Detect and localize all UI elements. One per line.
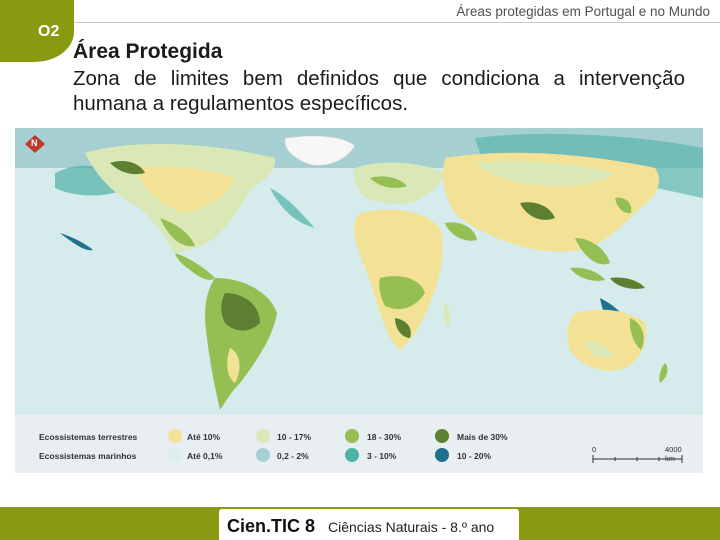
legend-swatch — [345, 429, 359, 443]
legend-item-label: 0,2 - 2% — [277, 451, 309, 461]
map-legend: Ecossistemas terrestres Ecossistemas mar… — [15, 415, 703, 473]
legend-row-label: Ecossistemas marinhos — [39, 451, 137, 461]
world-map-image — [15, 128, 703, 415]
presentation-title: Áreas protegidas em Portugal e no Mundo — [456, 4, 710, 19]
course-name: Ciências Naturais - 8.º ano — [328, 519, 495, 535]
legend-swatch — [435, 448, 449, 462]
legend-item-label: 3 - 10% — [367, 451, 397, 461]
north-arrow-icon: N — [25, 135, 45, 153]
legend-item-label: Até 10% — [187, 432, 221, 442]
legend-item-label: 10 - 17% — [277, 432, 312, 442]
definition-term: Área Protegida — [73, 40, 223, 63]
scale-start-label: 0 — [592, 445, 597, 454]
legend-swatch — [345, 448, 359, 462]
scale-bar-line — [592, 455, 683, 463]
footer-label-box: Cien.TIC 8 Ciências Naturais - 8.º ano — [219, 509, 519, 540]
section-number: O2 — [38, 23, 60, 40]
definition-text: Zona de limites bem definidos que condic… — [73, 67, 685, 115]
brand-name: Cien.TIC 8 — [227, 516, 316, 536]
legend-swatch — [168, 448, 182, 462]
legend-item-label: 18 - 30% — [367, 432, 402, 442]
north-label: N — [31, 138, 38, 148]
legend-item-label: Mais de 30% — [457, 432, 508, 442]
legend-row-label: Ecossistemas terrestres — [39, 432, 138, 442]
header-divider — [74, 22, 720, 23]
footer-bar: Cien.TIC 8 Ciências Naturais - 8.º ano — [0, 507, 720, 540]
legend-swatch — [435, 429, 449, 443]
legend-item-label: Até 0,1% — [187, 451, 223, 461]
legend-swatch — [256, 429, 270, 443]
legend-swatch — [256, 448, 270, 462]
legend-swatch — [168, 429, 182, 443]
legend-item-label: 10 - 20% — [457, 451, 492, 461]
section-tab: O2 — [0, 0, 74, 62]
world-protected-areas-map: N Ecossistemas terrestres Ecossistemas m… — [15, 128, 703, 473]
